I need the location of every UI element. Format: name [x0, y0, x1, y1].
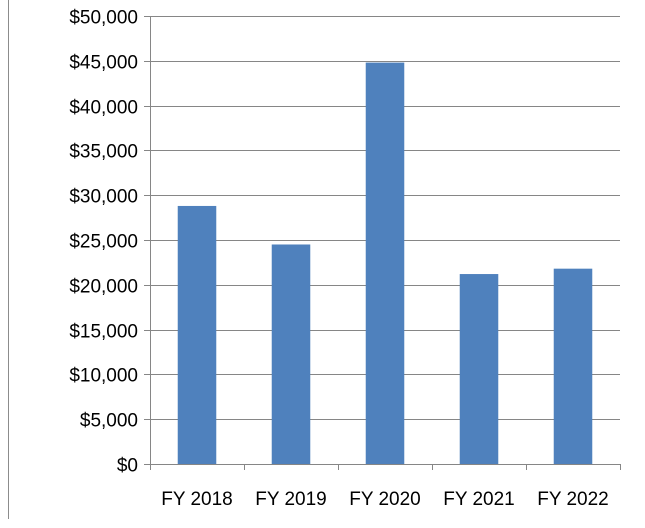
- y-tick-label: $45,000: [69, 53, 138, 74]
- y-tick-labels: $0 $5,000 $10,000 $15,000 $20,000 $25,000 $30,…: [69, 8, 138, 477]
- x-tick-labels: FY 2018 FY 2019 FY 2020 FY 2021 FY 2022: [161, 489, 608, 510]
- bar: [365, 62, 405, 464]
- y-tick-label: $50,000: [69, 8, 138, 29]
- bar: [271, 244, 311, 464]
- bar: [177, 205, 217, 464]
- bar: [553, 268, 593, 464]
- y-tick-label: $5,000: [80, 411, 138, 432]
- x-tick-label: FY 2020: [349, 489, 420, 510]
- x-tick-label: FY 2021: [443, 489, 514, 510]
- y-tick-label: $0: [117, 456, 138, 477]
- y-tick-label: $10,000: [69, 366, 138, 387]
- x-tick-label: FY 2022: [537, 489, 608, 510]
- y-tick-label: $20,000: [69, 277, 138, 298]
- bars: [177, 62, 593, 464]
- y-tick-label: $25,000: [69, 232, 138, 253]
- x-tick-label: FY 2019: [255, 489, 326, 510]
- y-tick-label: $40,000: [69, 98, 138, 119]
- bar: [459, 274, 499, 464]
- y-tick-label: $35,000: [69, 142, 138, 163]
- axes: [144, 16, 621, 470]
- y-tick-label: $15,000: [69, 322, 138, 343]
- y-tick-label: $30,000: [69, 187, 138, 208]
- x-tick-label: FY 2018: [161, 489, 232, 510]
